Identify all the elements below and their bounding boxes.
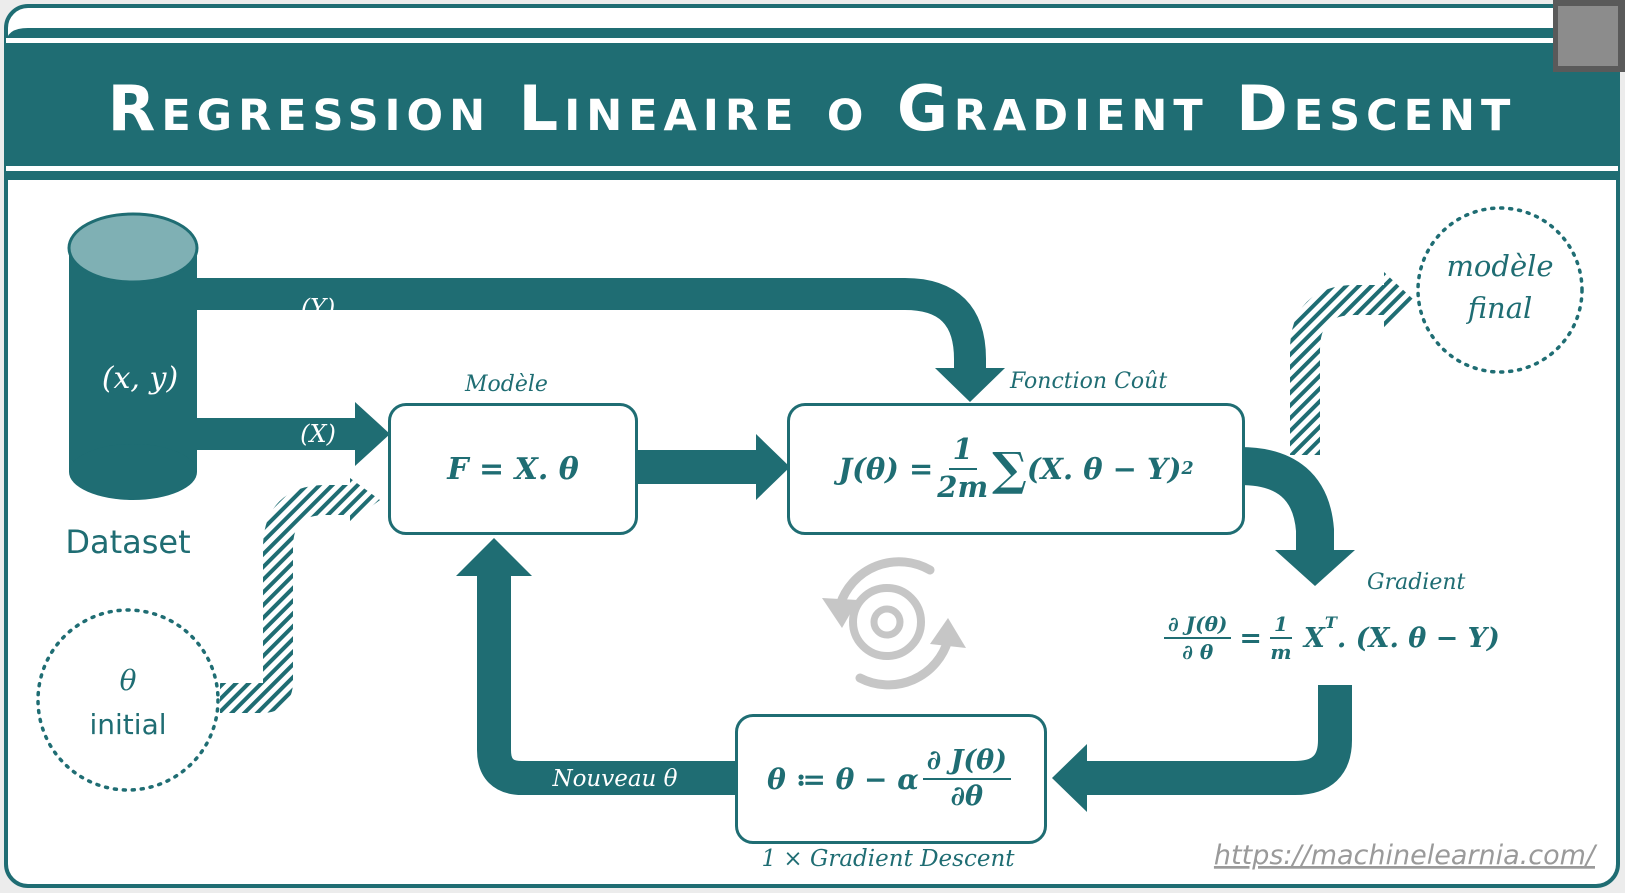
arrow-x-head <box>355 402 390 466</box>
webcam-thumbnail-inner <box>1558 6 1618 66</box>
arrow-x-label: (X) <box>300 420 336 448</box>
dataset-variables: (x, y) <box>102 361 178 396</box>
header-stripe-bottom <box>6 166 1618 171</box>
arrow-nouveau-theta <box>477 570 735 795</box>
gradient-lhs-num: ∂ J(θ) <box>1164 613 1232 639</box>
arrow-nouveau-theta-head <box>456 538 532 576</box>
arrow-modele-to-cout-head <box>756 434 790 500</box>
cout-lhs: J(θ) = <box>838 452 934 486</box>
gradient-frac-num: 1 <box>1270 613 1292 639</box>
arrow-initial-to-modele <box>220 485 352 713</box>
update-box: θ ≔ θ − α ∂ J(θ) ∂θ <box>735 714 1047 844</box>
arrow-gradient-to-update-head <box>1052 744 1087 812</box>
gradient-x: X <box>1303 622 1325 654</box>
final-circle <box>1416 206 1584 374</box>
dataset-cylinder <box>67 212 199 500</box>
arrow-y-path <box>197 278 986 368</box>
gradient-fraction: 1 m <box>1270 613 1292 663</box>
cout-exponent: 2 <box>1181 459 1194 479</box>
gradient-lhs-den: ∂ θ <box>1182 640 1214 664</box>
header-band <box>6 28 1618 180</box>
update-caption: 1 × Gradient Descent <box>761 846 1015 872</box>
cout-box: J(θ) = 1 2m ∑ (X. θ − Y) 2 <box>787 403 1245 535</box>
arrow-initial-to-modele-head <box>350 478 380 522</box>
header-stripe-top <box>6 38 1618 43</box>
update-lhs: θ ≔ θ − α <box>767 762 919 796</box>
gradient-frac-den: m <box>1270 640 1292 664</box>
cout-frac-num: 1 <box>948 433 977 470</box>
arrow-cout-to-gradient <box>1239 447 1334 550</box>
gradient-x-sup: T <box>1324 613 1337 632</box>
dataset-label: Dataset <box>65 523 190 561</box>
arrow-nouveau-theta-label: Nouveau θ <box>551 766 677 792</box>
arrow-y-head <box>935 368 1005 402</box>
update-frac-num: ∂ J(θ) <box>922 746 1011 780</box>
initial-symbol: θ <box>120 664 137 697</box>
arrow-cout-to-gradient-head <box>1275 550 1355 586</box>
update-fraction: ∂ J(θ) ∂θ <box>922 746 1011 812</box>
gradient-title: Gradient <box>1367 570 1466 595</box>
gradient-eq: = <box>1239 622 1262 654</box>
arrow-y-label: (Y) <box>301 294 336 322</box>
update-frac-den: ∂θ <box>950 781 984 812</box>
initial-label: initial <box>90 708 167 741</box>
gradient-rhs: . (X. θ − Y) <box>1336 622 1500 654</box>
gradient-lhs-fraction: ∂ J(θ) ∂ θ <box>1164 613 1232 664</box>
arrow-x-path <box>197 418 357 450</box>
cout-title: Fonction Coût <box>1010 369 1168 394</box>
diagram-title: Regression Lineaire o Gradient Descent <box>108 72 1517 145</box>
arrow-gradient-to-update <box>1085 685 1352 795</box>
modele-title: Modèle <box>465 372 548 397</box>
arrow-cout-to-final-head <box>1384 272 1414 328</box>
arrow-modele-to-cout <box>633 450 758 484</box>
cout-fraction: 1 2m <box>937 433 989 504</box>
cout-rhs: (X. θ − Y) <box>1026 452 1182 486</box>
final-line1: modèle <box>1446 249 1553 283</box>
modele-box: F = X. θ <box>388 403 638 535</box>
final-line2: final <box>1466 291 1533 325</box>
gear-cycle-icon <box>822 557 966 690</box>
cout-sum-symbol: ∑ <box>992 442 1027 496</box>
initial-circle <box>36 608 220 792</box>
modele-formula: F = X. θ <box>447 451 579 487</box>
source-url[interactable]: https://machinelearnia.com/ <box>1214 840 1598 871</box>
arrow-cout-to-final <box>1290 285 1388 455</box>
cout-frac-den: 2m <box>937 470 989 504</box>
